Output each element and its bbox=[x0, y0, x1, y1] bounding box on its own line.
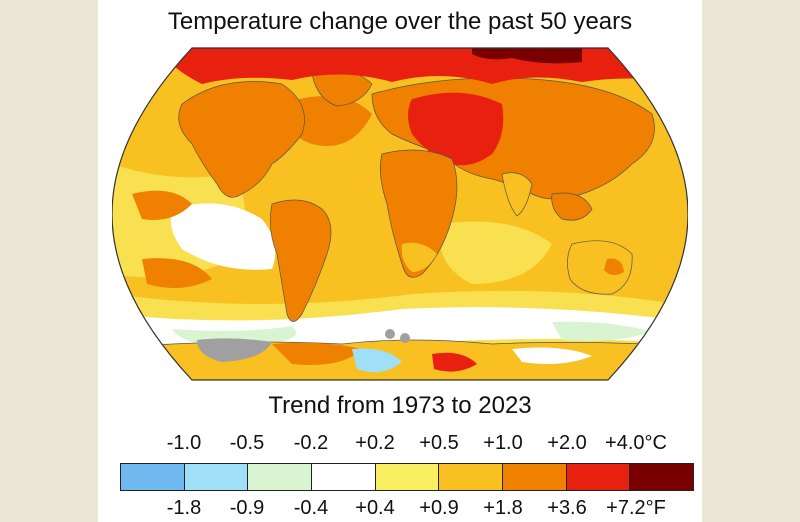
celsius-label: -0.2 bbox=[293, 432, 329, 454]
north-atlantic-orange bbox=[282, 96, 372, 146]
indian-light-band bbox=[440, 221, 552, 284]
fahrenheit-label: +1.8 bbox=[483, 497, 523, 519]
map-outline bbox=[112, 47, 688, 381]
celsius-label: -0.5 bbox=[229, 432, 265, 454]
antarctica-blue bbox=[352, 348, 402, 373]
south-pacific-white bbox=[170, 203, 276, 270]
figure-panel: Temperature change over the past 50 year… bbox=[98, 0, 702, 522]
world-temperature-map bbox=[112, 47, 688, 381]
southern-green-patch-2 bbox=[552, 321, 652, 341]
antarctica-red bbox=[432, 352, 477, 372]
north-america bbox=[178, 81, 305, 198]
arctic-darkest bbox=[472, 48, 582, 64]
fahrenheit-label: +7.2°F bbox=[606, 497, 666, 519]
no-data-dot bbox=[385, 329, 395, 339]
legend-swatch bbox=[121, 464, 185, 490]
celsius-scale: -1.0 -0.5 -0.2 +0.2 +0.5 +1.0 +2.0 +4.0°… bbox=[98, 432, 702, 456]
india bbox=[501, 172, 533, 217]
celsius-label: +4.0°C bbox=[605, 432, 667, 454]
australia-orange bbox=[604, 258, 624, 276]
fahrenheit-label: +0.4 bbox=[355, 497, 395, 519]
fahrenheit-label: -1.8 bbox=[166, 497, 202, 519]
south-america bbox=[270, 199, 332, 322]
no-data-dot bbox=[400, 333, 410, 343]
celsius-label: +1.0 bbox=[483, 432, 523, 454]
legend-swatch bbox=[248, 464, 313, 490]
figure-title: Temperature change over the past 50 year… bbox=[167, 8, 633, 35]
fahrenheit-scale: -1.8 -0.9 -0.4 +0.4 +0.9 +1.8 +3.6 +7.2°… bbox=[98, 497, 702, 521]
central-asia-hot bbox=[408, 92, 504, 166]
no-data-area bbox=[197, 338, 272, 362]
legend-title: Trend from 1973 to 2023 bbox=[268, 392, 532, 419]
fahrenheit-label: -0.9 bbox=[229, 497, 265, 519]
fahrenheit-label: +3.6 bbox=[547, 497, 587, 519]
south-pacific-orange bbox=[142, 258, 212, 288]
africa bbox=[380, 149, 458, 278]
legend-swatch bbox=[566, 464, 631, 490]
celsius-label: -1.0 bbox=[166, 432, 202, 454]
legend-swatch bbox=[503, 464, 567, 490]
legend-swatch bbox=[312, 464, 376, 490]
antarctica-orange bbox=[272, 342, 362, 365]
celsius-label: +0.5 bbox=[419, 432, 459, 454]
celsius-label: +2.0 bbox=[547, 432, 587, 454]
fahrenheit-label: +0.9 bbox=[419, 497, 459, 519]
legend-swatch bbox=[375, 464, 440, 490]
antarctica-white bbox=[512, 347, 592, 364]
legend-swatch bbox=[630, 464, 694, 490]
celsius-label: +0.2 bbox=[355, 432, 395, 454]
legend-swatch bbox=[184, 464, 249, 490]
australia bbox=[567, 240, 633, 295]
fahrenheit-label: -0.4 bbox=[293, 497, 329, 519]
pacific-orange bbox=[132, 190, 192, 220]
south-africa-yellow bbox=[401, 242, 437, 272]
southeast-asia bbox=[551, 192, 593, 221]
legend-swatch bbox=[439, 464, 504, 490]
color-scale-bar bbox=[120, 463, 694, 491]
